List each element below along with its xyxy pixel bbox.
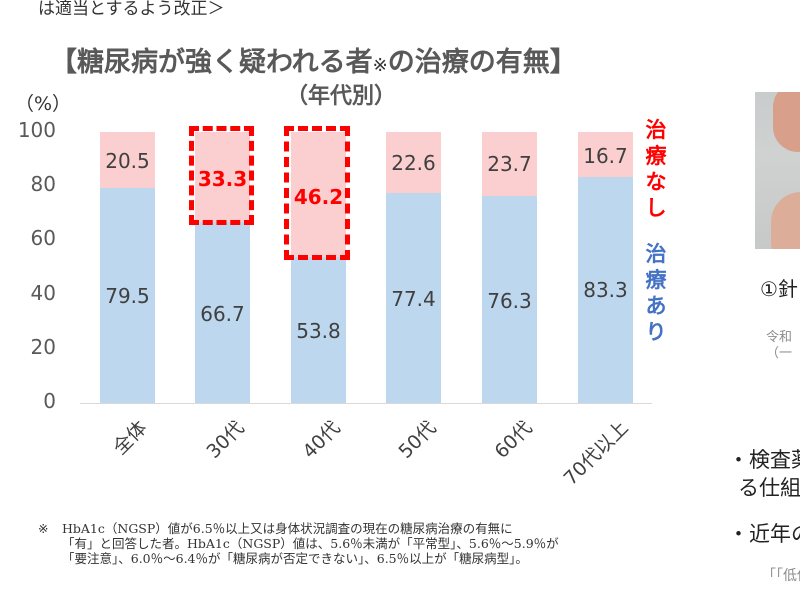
footnote-mark: ※ (372, 55, 388, 76)
bar-segment-with-treatment (482, 196, 537, 403)
bullet-item: ・検査薬 る仕組 (728, 446, 800, 502)
value-label-with: 79.5 (105, 284, 150, 308)
value-label-with: 53.8 (296, 319, 341, 343)
x-tick-label: 30代 (202, 416, 249, 463)
finger-shape (773, 92, 800, 152)
value-label-with: 66.7 (200, 302, 245, 326)
photo-caption: ①針 (760, 277, 798, 301)
value-label-without-highlight: 33.3 (197, 167, 248, 191)
highlight-box-30s (189, 126, 254, 225)
bar-segment-with-treatment (578, 177, 633, 403)
chart-title: 【糖尿病が強く疑われる者※の治療の有無】 (50, 40, 577, 79)
x-tick-label: 60代 (490, 416, 537, 463)
value-label-with: 76.3 (487, 289, 532, 313)
value-label-without: 20.5 (105, 149, 150, 173)
bar-segment-with-treatment (100, 188, 155, 403)
value-label-without: 23.7 (487, 152, 532, 176)
value-label-with: 83.3 (583, 278, 628, 302)
footnote-line: 「有」と回答した者。HbA1c（NGSP）値は、5.6％未満が「平常型」、5.6… (62, 536, 559, 551)
y-tick: 40 (30, 281, 56, 305)
bar-segment-with-treatment (386, 193, 441, 403)
legend-without-treatment: 治療なし (645, 118, 667, 220)
chart-title-tail: の治療の有無】 (387, 47, 577, 78)
bar-segment-without-treatment (578, 132, 633, 177)
header-text: は適当とするよう改正＞ (38, 0, 225, 19)
bar-segment-without-treatment (386, 132, 441, 193)
x-tick-label: 全体 (108, 416, 152, 460)
highlight-box-40s (284, 126, 350, 260)
legend-with-treatment: 治療あり (645, 242, 667, 344)
y-axis-unit: （%） (15, 93, 72, 115)
chart-subtitle: （年代別） (286, 84, 397, 109)
bullet-item: ・近年の (728, 522, 800, 546)
photo-source-line: 令和 (766, 330, 793, 345)
finger-prick-photo (755, 92, 800, 249)
y-tick: 20 (30, 335, 56, 359)
photo-source-line: （一 (766, 346, 793, 361)
quote-text: 「「低侵 (762, 568, 800, 584)
bar-segment-without-treatment (291, 132, 346, 257)
footnote-mark: ※ (38, 521, 49, 536)
y-tick: 60 (30, 226, 56, 250)
photo-source: 令和 （一 (766, 330, 792, 362)
value-label-without: 16.7 (583, 144, 628, 168)
x-tick-label: 50代 (394, 416, 441, 463)
y-tick: 80 (30, 172, 56, 196)
bar-segment-without-treatment (195, 132, 250, 222)
bullet-line: ・検査薬 (728, 448, 800, 472)
value-label-with: 77.4 (391, 287, 436, 311)
value-label-without: 22.6 (391, 151, 436, 175)
bar-segment-without-treatment (100, 132, 155, 188)
bar-30s: 66.7 (195, 132, 250, 403)
bar-60s: 23.7 76.3 (482, 132, 537, 403)
bullet-line: る仕組 (738, 476, 800, 500)
y-tick: 0 (43, 389, 56, 413)
x-tick-label: 70代以上 (559, 416, 633, 490)
bar-segment-without-treatment (482, 132, 537, 196)
finger-shape (771, 192, 800, 249)
x-axis-line (80, 403, 652, 404)
bar-segment-with-treatment (291, 257, 346, 403)
bar-70s-plus: 16.7 83.3 (578, 132, 633, 403)
footnote: ※ HbA1c（NGSP）値が6.5％以上又は身体状況調査の現在の糖尿病治療の有無… (38, 521, 559, 566)
bar-40s: 53.8 (291, 132, 346, 403)
bar-segment-with-treatment (195, 222, 250, 403)
value-label-without-highlight: 46.2 (293, 185, 344, 209)
bar-50s: 22.6 77.4 (386, 132, 441, 403)
footnote-line: HbA1c（NGSP）値が6.5％以上又は身体状況調査の現在の糖尿病治療の有無に (62, 521, 513, 536)
chart-title-main: 【糖尿病が強く疑われる者 (50, 47, 373, 78)
y-tick: 100 (17, 118, 56, 142)
bar-all: 20.5 79.5 (100, 132, 155, 403)
x-tick-label: 40代 (298, 416, 345, 463)
footnote-line: 「要注意」、6.0％～6.4％が「糖尿病が否定できない」、6.5％以上が「糖尿病… (62, 551, 528, 566)
